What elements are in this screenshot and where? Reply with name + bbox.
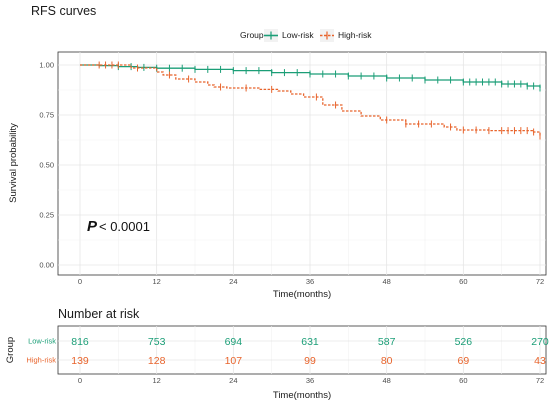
risk-cell-low-risk: 587 bbox=[378, 336, 396, 348]
risk-cell-high-risk: 80 bbox=[381, 355, 393, 367]
chart-title: RFS curves bbox=[31, 4, 96, 18]
risk-x-tick-label: 0 bbox=[78, 376, 82, 385]
risk-cell-low-risk: 694 bbox=[225, 336, 243, 348]
risk-table-cells: 816 753 694 631 587 526 270 139 128 107 99 80 69 43 bbox=[71, 336, 549, 367]
risk-cell-high-risk: 69 bbox=[457, 355, 469, 367]
risk-cell-low-risk: 631 bbox=[301, 336, 319, 348]
risk-table-x-tick-labels: 0 12 24 36 48 60 72 bbox=[78, 376, 544, 385]
y-tick-label: 0.25 bbox=[39, 211, 54, 220]
risk-cell-high-risk: 99 bbox=[304, 355, 316, 367]
risk-x-tick-label: 48 bbox=[382, 376, 390, 385]
risk-table-grid bbox=[58, 326, 546, 374]
x-tick-label: 60 bbox=[459, 277, 467, 286]
plot-grid bbox=[58, 52, 546, 275]
risk-x-tick-label: 72 bbox=[536, 376, 544, 385]
x-axis-label: Time(months) bbox=[273, 289, 331, 300]
legend-title: Group bbox=[240, 30, 264, 40]
plot-panel bbox=[57, 51, 547, 276]
risk-table-panel bbox=[57, 325, 547, 375]
y-tick-label: 0.00 bbox=[39, 261, 54, 270]
risk-cell-low-risk: 816 bbox=[71, 336, 89, 348]
y-tick-label: 1.00 bbox=[39, 61, 54, 70]
risk-table-row-labels: Low-risk High-risk bbox=[26, 337, 56, 365]
risk-cell-low-risk: 270 bbox=[531, 336, 549, 348]
x-tick-label: 72 bbox=[536, 277, 544, 286]
risk-x-tick-label: 36 bbox=[306, 376, 314, 385]
risk-row-label-high-risk: High-risk bbox=[26, 356, 56, 365]
risk-x-tick-label: 24 bbox=[229, 376, 237, 385]
risk-x-tick-label: 12 bbox=[152, 376, 160, 385]
y-tick-label: 0.50 bbox=[39, 161, 54, 170]
risk-cell-high-risk: 43 bbox=[534, 355, 546, 367]
risk-table-y-label: Group bbox=[5, 337, 16, 363]
x-tick-label: 36 bbox=[306, 277, 314, 286]
survival-curves bbox=[80, 61, 541, 140]
x-tick-label: 48 bbox=[382, 277, 390, 286]
x-tick-label: 0 bbox=[78, 277, 82, 286]
legend-label-low-risk: Low-risk bbox=[282, 30, 314, 40]
p-value-text: < 0.0001 bbox=[99, 219, 150, 234]
risk-cell-high-risk: 128 bbox=[148, 355, 166, 367]
risk-table-x-label: Time(months) bbox=[273, 390, 331, 401]
x-tick-label: 12 bbox=[152, 277, 160, 286]
risk-cell-low-risk: 753 bbox=[148, 336, 166, 348]
y-axis-label: Survival probability bbox=[8, 123, 19, 203]
legend-label-high-risk: High-risk bbox=[338, 30, 372, 40]
y-tick-label: 0.75 bbox=[39, 111, 54, 120]
risk-cell-high-risk: 139 bbox=[71, 355, 89, 367]
risk-cell-low-risk: 526 bbox=[455, 336, 473, 348]
legend: Group Low-risk High-risk bbox=[240, 29, 372, 42]
p-value-symbol: P bbox=[87, 218, 98, 235]
risk-table-title: Number at risk bbox=[58, 307, 140, 321]
y-tick-labels: 0.00 0.25 0.50 0.75 1.00 bbox=[39, 61, 54, 270]
risk-cell-high-risk: 107 bbox=[225, 355, 243, 367]
x-tick-label: 24 bbox=[229, 277, 237, 286]
x-tick-labels: 0 12 24 36 48 60 72 bbox=[78, 277, 544, 286]
risk-x-tick-label: 60 bbox=[459, 376, 467, 385]
risk-row-label-low-risk: Low-risk bbox=[28, 337, 56, 346]
